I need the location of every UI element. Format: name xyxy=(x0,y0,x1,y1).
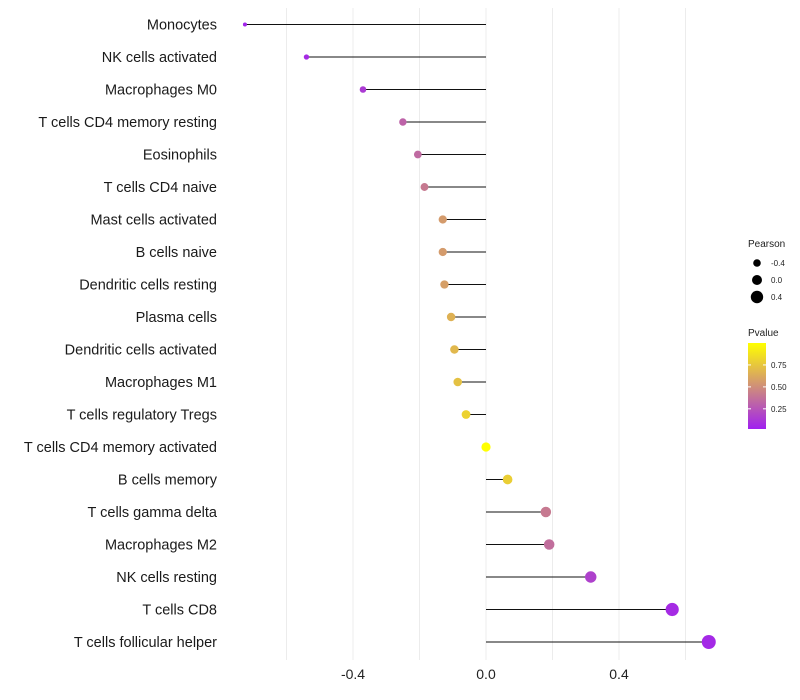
category-label: Eosinophils xyxy=(143,148,217,164)
legend: Pearson -0.4 0.0 0.4 Pvalue 0.75 0.50 0.25 xyxy=(748,239,787,429)
legend-size-label: 0.0 xyxy=(771,276,783,285)
category-labels: Monocytes NK cells activated Macrophages M… xyxy=(24,18,218,652)
legend-color-label: 0.50 xyxy=(771,383,787,392)
legend-colorbar xyxy=(748,343,766,429)
category-label: NK cells activated xyxy=(102,50,217,66)
legend-size-key xyxy=(753,259,761,267)
legend-size-label: -0.4 xyxy=(771,259,785,268)
lollipop-point xyxy=(359,86,367,93)
lollipop-point xyxy=(399,118,407,126)
category-label: Mast cells activated xyxy=(90,213,217,229)
lollipop-point xyxy=(665,602,679,617)
lollipop-point xyxy=(413,150,422,159)
x-tick-label: 0.4 xyxy=(609,666,629,682)
lollipop-point xyxy=(540,506,552,518)
category-label: NK cells resting xyxy=(116,570,217,586)
category-label: B cells memory xyxy=(118,473,218,489)
category-label: T cells CD4 memory activated xyxy=(24,440,217,456)
category-label: T cells CD4 naive xyxy=(104,180,217,196)
category-label: Macrophages M2 xyxy=(105,538,217,554)
category-label: Plasma cells xyxy=(136,310,217,326)
legend-color-label: 0.75 xyxy=(771,361,787,370)
lollipop-point xyxy=(450,345,459,354)
category-label: T cells follicular helper xyxy=(74,635,217,651)
legend-size-key xyxy=(752,275,762,285)
lollipop-point xyxy=(453,377,463,387)
legend-size-key xyxy=(750,290,764,304)
lollipop-point xyxy=(446,312,456,322)
category-label: T cells regulatory Tregs xyxy=(67,408,217,424)
lollipop-point xyxy=(585,571,597,583)
lollipop-point xyxy=(420,183,429,191)
lollipop-point xyxy=(502,474,513,485)
category-label: T cells gamma delta xyxy=(88,505,218,521)
legend-size-label: 0.4 xyxy=(771,293,783,302)
stems-layer xyxy=(244,24,709,643)
category-label: Macrophages M1 xyxy=(105,375,217,391)
x-tick-label: -0.4 xyxy=(341,666,365,682)
lollipop-point xyxy=(438,247,447,257)
category-label: Monocytes xyxy=(147,18,217,34)
lollipop-point xyxy=(438,215,447,224)
x-tick-labels: -0.4 0.0 0.4 xyxy=(341,666,629,682)
lollipop-point xyxy=(701,635,716,649)
x-tick-label: 0.0 xyxy=(476,666,496,682)
category-label: Dendritic cells activated xyxy=(65,343,217,359)
legend-color-title: Pvalue xyxy=(748,328,779,339)
lollipop-point xyxy=(242,22,247,27)
lollipop-point xyxy=(440,280,449,289)
category-label: T cells CD4 memory resting xyxy=(38,115,217,131)
category-label: Dendritic cells resting xyxy=(79,278,217,294)
legend-size-title: Pearson xyxy=(748,239,785,250)
lollipop-point xyxy=(543,539,555,550)
category-label: B cells naive xyxy=(136,245,217,261)
lollipop-point xyxy=(481,442,491,452)
category-label: T cells CD8 xyxy=(142,603,217,619)
legend-color-label: 0.25 xyxy=(771,405,787,414)
grid-layer xyxy=(286,8,686,660)
points-layer xyxy=(242,22,716,649)
lollipop-point xyxy=(303,54,310,60)
lollipop-point xyxy=(461,410,471,419)
category-label: Macrophages M0 xyxy=(105,83,217,99)
